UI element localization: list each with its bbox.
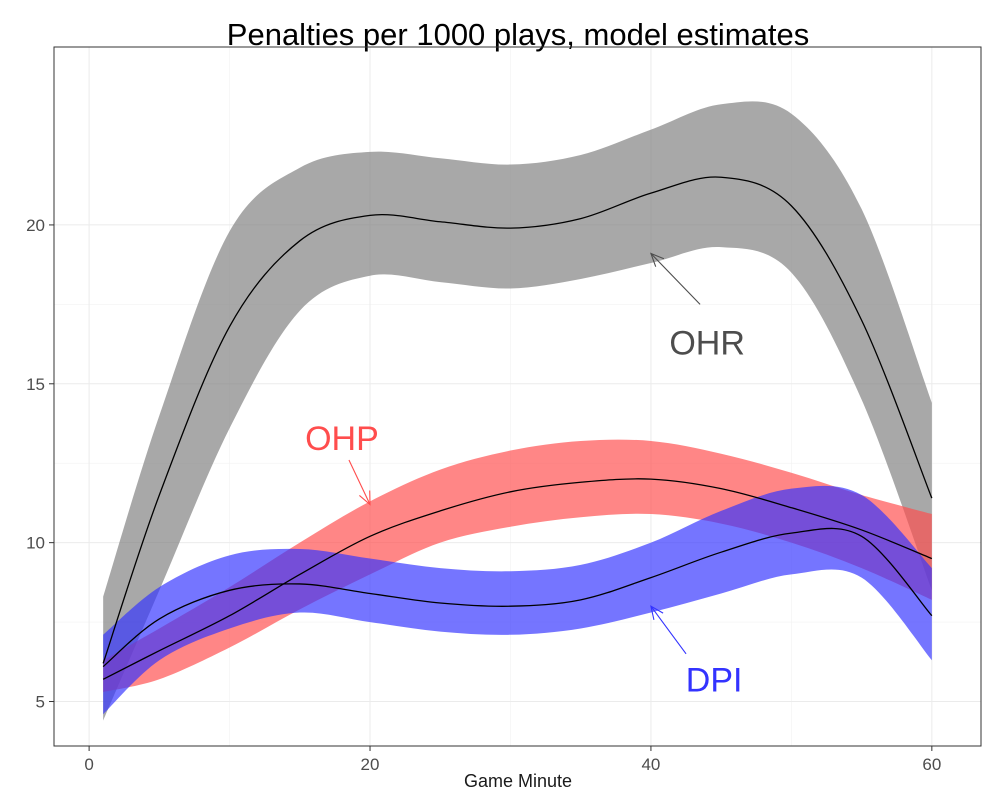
x-tick-label: 40 (641, 755, 660, 774)
annotation-ohp: OHP (305, 420, 379, 458)
estimate-lines (102, 176, 933, 680)
arrowhead-ohr (649, 252, 665, 267)
band-ohp (103, 439, 932, 692)
axis-ticks (49, 224, 933, 751)
y-tick-label: 20 (26, 216, 45, 235)
axis-tick-labels: 0 20 40 60 5 10 15 20 (26, 216, 941, 774)
arrow-dpi (650, 605, 687, 655)
x-axis-title: Game Minute (464, 771, 572, 791)
x-tick-label: 20 (361, 755, 380, 774)
arrow-ohr (650, 253, 701, 305)
x-tick-label: 60 (922, 755, 941, 774)
panel-border (53, 46, 982, 747)
line-dpi (102, 527, 933, 668)
line-ohp (102, 478, 933, 680)
band-ohr (103, 101, 932, 721)
line-ohr (102, 176, 933, 664)
annotation-ohr: OHR (669, 324, 745, 362)
annotation-dpi: DPI (686, 661, 743, 699)
y-tick-label: 10 (26, 534, 45, 553)
arrowhead-dpi (650, 605, 664, 620)
annotations: OHR OHP DPI (305, 252, 745, 699)
y-tick-label: 5 (36, 693, 45, 712)
y-tick-label: 15 (26, 375, 45, 394)
x-tick-label: 0 (84, 755, 93, 774)
chart-title: Penalties per 1000 plays, model estimate… (227, 17, 809, 52)
confidence-bands (103, 101, 932, 721)
arrow-ohp (348, 459, 371, 505)
arrowhead-ohp (359, 490, 371, 506)
band-dpi (103, 485, 932, 715)
